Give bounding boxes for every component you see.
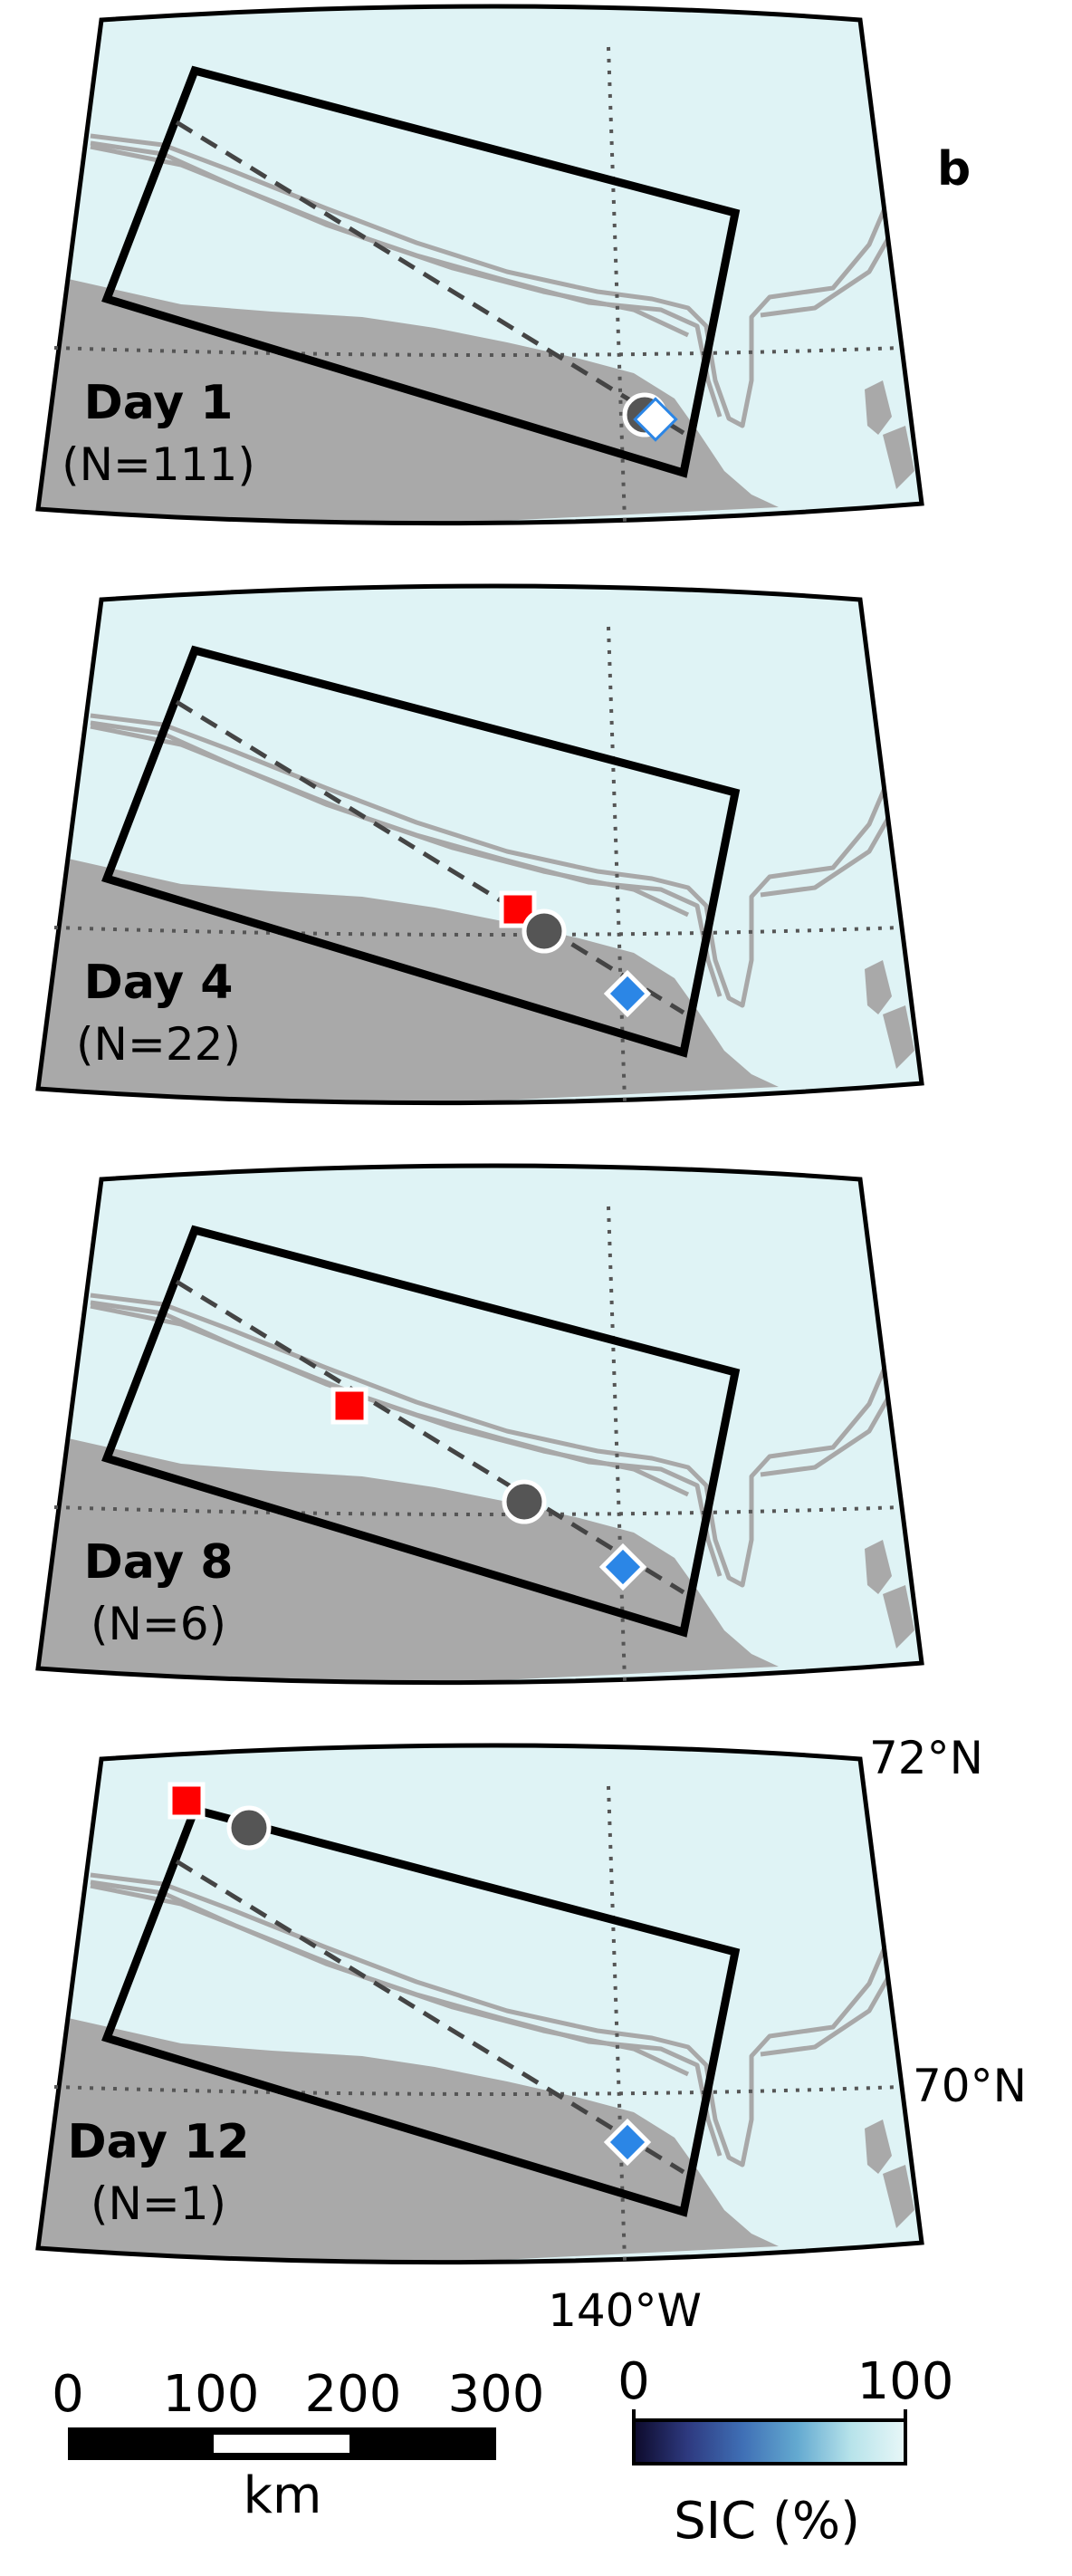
start-square-marker [330,1387,368,1425]
mean-centroid-circle [522,908,567,954]
count-label: (N=1) [91,2177,226,2230]
scale-tick-label: 200 [305,2365,402,2424]
start-square-marker [499,890,537,928]
colorbar-label: SIC (%) [674,2492,860,2551]
end-diamond-marker [603,2118,652,2167]
map-panel-day-4: Day 4 (N=22) [0,580,1072,1159]
day-label: Day 8 [84,1535,234,1590]
scale-unit-label: km [244,2466,322,2525]
count-label: (N=22) [76,1018,241,1071]
map-panel-day-1: Day 1 (N=111) [0,0,1072,580]
end-diamond-marker [633,397,678,442]
lat-north-label: 72°N [869,1732,983,1784]
colorbar: 0 100 SIC (%) [617,2352,953,2551]
colorbar-max-label: 100 [857,2352,954,2411]
panel-letter: b [937,142,971,197]
day-label: Day 12 [67,2115,249,2169]
count-label: (N=6) [91,1598,226,1650]
scale-tick-label: 300 [448,2365,545,2424]
scale-tick-label: 0 [52,2365,84,2424]
mean-centroid-circle [502,1479,547,1524]
scale-bar-segment [214,2435,349,2453]
scale-tick-label: 100 [163,2365,260,2424]
mean-centroid-circle [226,1805,272,1850]
lon-label: 140°W [548,2284,702,2337]
lat-south-label: 70°N [913,2060,1027,2112]
end-diamond-marker [603,969,652,1018]
scale-bar: 0 100 200 300 km [52,2365,544,2525]
map-panel-day-12: Day 12 (N=1) [0,1739,1072,2319]
colorbar-gradient [632,2418,907,2465]
start-square-marker [168,1782,206,1820]
day-label: Day 1 [84,376,234,430]
map-panel-day-8: Day 8 (N=6) [0,1159,1072,1739]
end-diamond-marker [598,1543,647,1591]
day-label: Day 4 [84,956,234,1010]
colorbar-min-label: 0 [617,2352,650,2411]
count-label: (N=111) [62,438,255,491]
